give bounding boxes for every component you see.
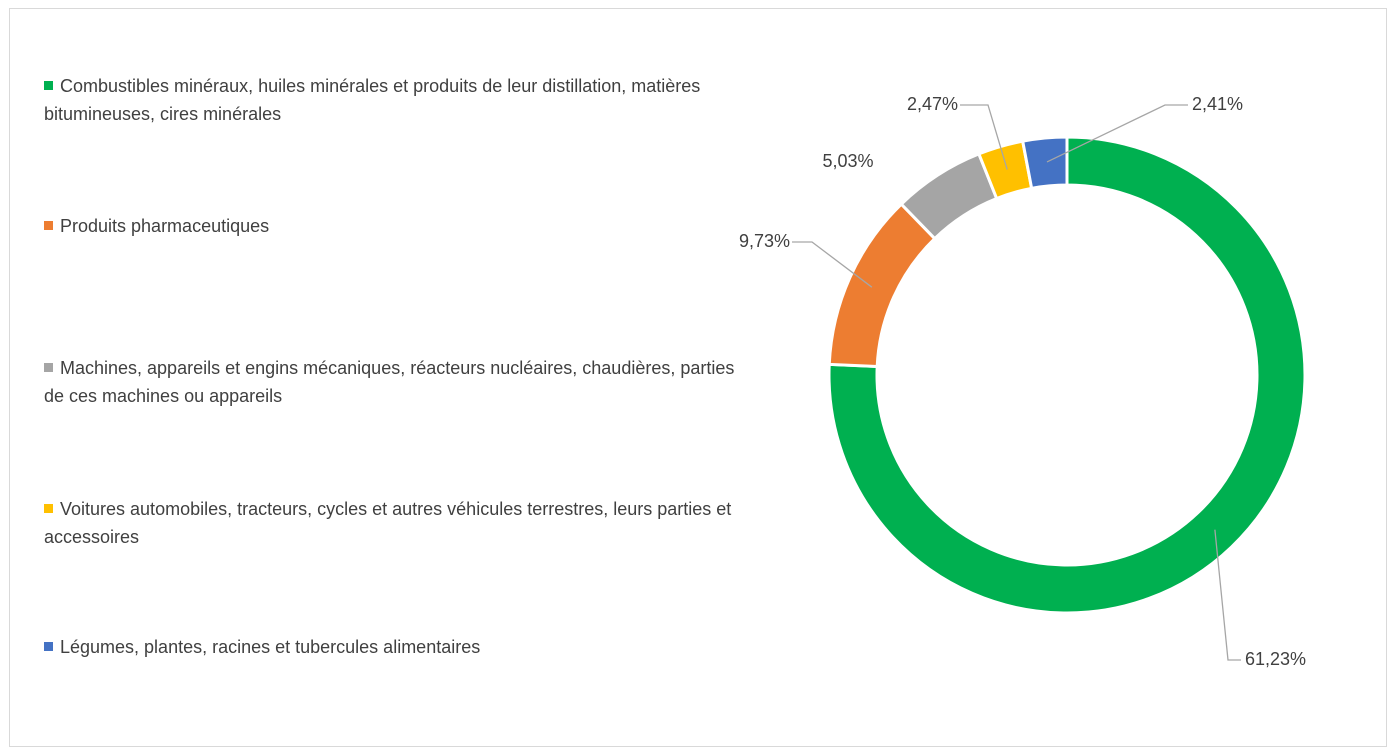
leader-line	[1046, 104, 1188, 163]
data-label: 5,03%	[822, 151, 873, 171]
legend-label: Légumes, plantes, racines et tubercules …	[60, 637, 481, 657]
legend-item: Voitures automobiles, tracteurs, cycles …	[44, 495, 744, 551]
legend-item: Produits pharmaceutiques	[44, 212, 744, 240]
donut-slice	[827, 202, 937, 369]
donut-slice	[827, 135, 1307, 615]
leader-line	[960, 104, 1008, 170]
legend-item: Machines, appareils et engins mécaniques…	[44, 354, 744, 410]
legend-swatch	[44, 363, 53, 372]
chart-frame	[9, 8, 1387, 747]
legend-label: Combustibles minéraux, huiles minérales …	[44, 76, 701, 124]
legend-label: Voitures automobiles, tracteurs, cycles …	[44, 499, 732, 547]
leader-line	[792, 241, 873, 288]
data-label: 9,73%	[739, 231, 790, 251]
data-label: 61,23%	[1245, 649, 1306, 669]
legend-swatch	[44, 504, 53, 513]
legend-item: Légumes, plantes, racines et tubercules …	[44, 633, 744, 661]
data-label: 2,41%	[1192, 94, 1243, 114]
data-label: 2,47%	[907, 94, 958, 114]
leader-line	[1214, 529, 1241, 661]
legend-swatch	[44, 81, 53, 90]
legend-swatch	[44, 221, 53, 230]
donut-slice	[1020, 135, 1069, 191]
legend-item: Combustibles minéraux, huiles minérales …	[44, 72, 744, 128]
legend-label: Machines, appareils et engins mécaniques…	[44, 358, 735, 406]
legend-swatch	[44, 642, 53, 651]
legend-label: Produits pharmaceutiques	[60, 216, 270, 236]
